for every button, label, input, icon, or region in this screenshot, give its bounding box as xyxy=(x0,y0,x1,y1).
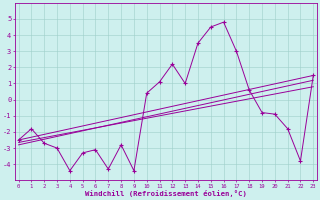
X-axis label: Windchill (Refroidissement éolien,°C): Windchill (Refroidissement éolien,°C) xyxy=(85,190,247,197)
